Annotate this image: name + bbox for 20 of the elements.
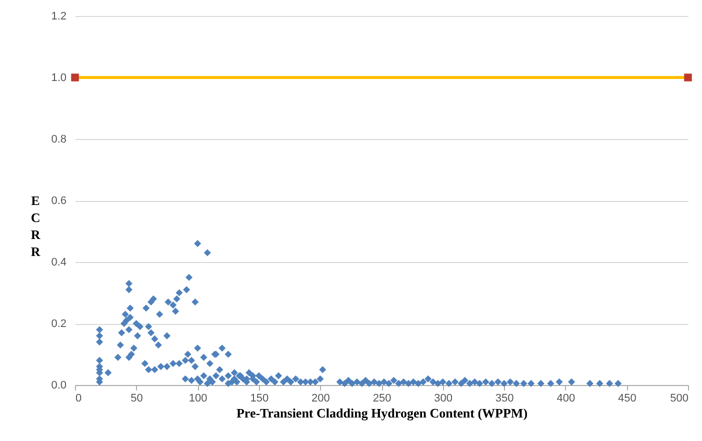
- y-tick-label: 1.2: [51, 10, 66, 22]
- x-axis-title: Pre-Transient Cladding Hydrogen Content (WPPM): [236, 406, 528, 420]
- y-tick-label: 1.0: [51, 72, 66, 84]
- y-tick-label: 0.0: [51, 380, 66, 392]
- y-tick-label: 0.8: [51, 134, 66, 146]
- x-tick-label: 50: [130, 392, 143, 404]
- y-tick-label: 0.2: [51, 318, 66, 330]
- x-tick-label: 100: [188, 392, 208, 404]
- x-tick-label: 150: [250, 392, 269, 404]
- y-tick-label: 0.4: [51, 256, 66, 268]
- x-tick-label: 400: [556, 392, 576, 404]
- x-tick-label: 500: [670, 392, 688, 404]
- x-tick-label: 250: [372, 392, 392, 404]
- y-tick-label: 0.6: [51, 195, 66, 207]
- x-tick-label: 200: [312, 392, 330, 404]
- x-tick-label: 350: [495, 392, 514, 404]
- x-tick-label: 300: [434, 392, 452, 404]
- y-axis-title: ECRR: [30, 193, 41, 259]
- x-tick-label: 450: [618, 392, 636, 404]
- x-tick-label: 0: [76, 392, 82, 404]
